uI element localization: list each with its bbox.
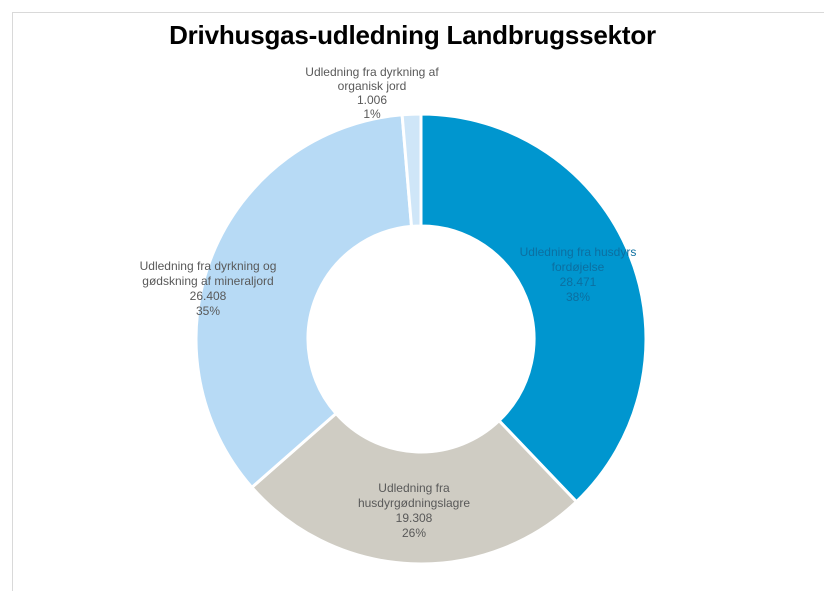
- data-label-value: 26.408: [190, 289, 227, 303]
- data-label-3: Udledning fra dyrkning og gødskning af mi…: [140, 259, 277, 318]
- data-label-1: Udledning fra husdyrs fordøjelse 28.471 38%: [520, 245, 637, 304]
- data-label-2: Udledning fra husdyrgødningslagre 19.308 26…: [358, 481, 470, 540]
- data-label-percent: 1%: [363, 107, 381, 121]
- data-label-value: 1.006: [357, 93, 387, 107]
- chart-title: Drivhusgas-udledning Landbrugssektor: [169, 20, 656, 50]
- data-labels: Udledning fra husdyrs fordøjelse 28.471 38%…: [140, 65, 637, 540]
- donut-slice-3: [194, 113, 414, 490]
- data-label-percent: 26%: [402, 526, 426, 540]
- data-label-percent: 38%: [566, 290, 590, 304]
- data-label-4: Udledning fra dyrkning af organisk jord 1.…: [305, 65, 439, 121]
- donut-slice-1: [419, 112, 648, 504]
- donut-slice-2: [249, 411, 579, 566]
- data-label-name-line: Udledning fra: [378, 481, 450, 495]
- data-label-name-line: fordøjelse: [552, 260, 605, 274]
- donut-slice-4: [400, 112, 423, 229]
- data-label-name-line: Udledning fra dyrkning af: [305, 65, 439, 79]
- data-label-name-line: organisk jord: [338, 79, 407, 93]
- data-label-percent: 35%: [196, 304, 220, 318]
- data-label-name-line: gødskning af mineraljord: [142, 274, 273, 288]
- data-label-name-line: Udledning fra husdyrs: [520, 245, 637, 259]
- donut-slices: [194, 112, 648, 566]
- data-label-name-line: Udledning fra dyrkning og: [140, 259, 277, 273]
- data-label-name-line: husdyrgødningslagre: [358, 496, 470, 510]
- data-label-value: 19.308: [396, 511, 433, 525]
- data-label-value: 28.471: [560, 275, 597, 289]
